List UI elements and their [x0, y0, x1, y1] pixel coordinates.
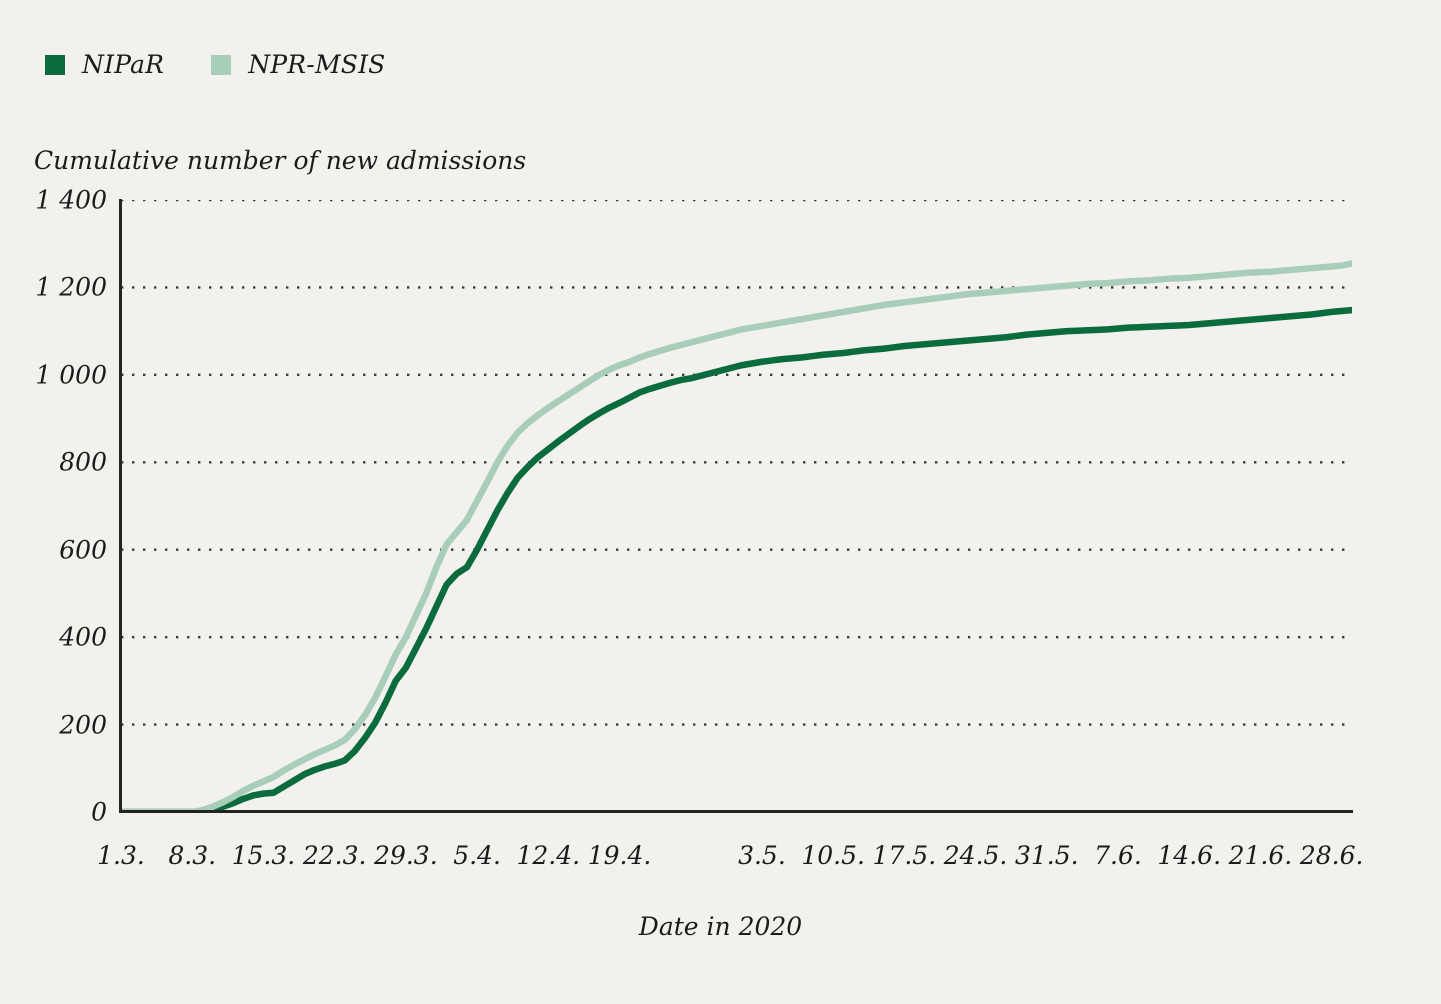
- y-tick-label: 400: [59, 622, 107, 652]
- series-line-nipar: [121, 306, 1352, 812]
- y-tick-label: 200: [59, 710, 107, 740]
- x-tick-label: 17.5.: [872, 841, 937, 870]
- y-tick-label: 0: [91, 797, 107, 827]
- x-tick-label: 1.3.: [97, 841, 145, 870]
- y-axis-tick-labels: 0 200 400 600 800 1 000 1 200 1 400: [0, 0, 107, 1004]
- plot-area: [121, 200, 1352, 812]
- x-tick-label: 8.3.: [168, 841, 217, 870]
- chart-legend: NIPaR NPR-MSIS: [45, 50, 385, 79]
- x-tick-label: 3.5.: [738, 841, 786, 870]
- x-tick-label: 10.5.: [801, 841, 865, 870]
- y-axis-title: Cumulative number of new admissions: [34, 146, 527, 175]
- y-axis-line: [119, 199, 122, 813]
- chart-canvas: [121, 200, 1352, 812]
- x-tick-label: 24.5.: [943, 841, 1008, 870]
- x-tick-label: 12.4.: [516, 841, 581, 870]
- y-tick-label: 600: [59, 535, 107, 565]
- x-tick-label: 29.3.: [374, 841, 438, 870]
- x-axis-line: [119, 810, 1353, 813]
- x-axis-tick-labels: 1.3. 8.3. 15.3. 22.3. 29.3. 5.4. 12.4. 19.4. 3.5…: [0, 841, 1441, 881]
- legend-entry-nipar: NIPaR: [45, 50, 164, 79]
- y-tick-label: 800: [59, 447, 107, 477]
- x-tick-label: 19.4.: [587, 841, 652, 870]
- legend-swatch-npr-msis: [211, 54, 232, 75]
- x-tick-label: 7.6.: [1094, 841, 1142, 870]
- x-tick-label: 31.5.: [1014, 841, 1079, 870]
- y-tick-label: 1 000: [35, 360, 107, 390]
- legend-entry-npr-msis: NPR-MSIS: [211, 50, 385, 79]
- y-tick-label: 1 200: [35, 272, 107, 302]
- series-line-npr-msis: [121, 260, 1352, 812]
- legend-label-nipar: NIPaR: [82, 50, 165, 79]
- x-tick-label: 15.3.: [231, 841, 296, 870]
- legend-swatch-nipar: [45, 54, 65, 75]
- x-tick-label: 21.6.: [1228, 841, 1293, 870]
- x-tick-label: 22.3.: [302, 841, 367, 870]
- x-axis-title: Date in 2020: [638, 912, 803, 941]
- legend-label-npr-msis: NPR-MSIS: [248, 50, 386, 79]
- x-tick-label: 28.6.: [1299, 841, 1364, 870]
- x-tick-label: 14.6.: [1157, 841, 1222, 870]
- y-tick-label: 1 400: [35, 185, 107, 215]
- x-tick-label: 5.4.: [453, 841, 501, 870]
